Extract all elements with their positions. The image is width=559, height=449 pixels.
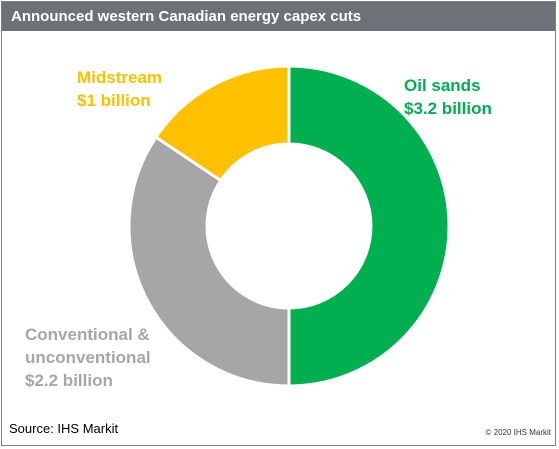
slice-midstream <box>153 64 291 183</box>
label-midstream-name: Midstream <box>77 68 163 87</box>
label-oil-sands-value: $3.2 billion <box>404 99 492 118</box>
label-conventional-name-line2: unconventional <box>25 348 151 367</box>
copyright-note: © 2020 IHS Markit <box>485 428 551 437</box>
label-conventional-name-line1: Conventional & <box>25 325 150 344</box>
slice-oil-sands <box>287 64 451 388</box>
label-midstream-value: $1 billion <box>77 91 151 110</box>
source-note: Source: IHS Markit <box>9 421 119 436</box>
chart-title: Announced western Canadian energy capex … <box>2 2 555 31</box>
label-conventional: Conventional & unconventional $2.2 billi… <box>25 323 151 392</box>
label-oil-sands: Oil sands $3.2 billion <box>404 74 492 120</box>
slice-conventional <box>127 135 291 388</box>
label-conventional-value: $2.2 billion <box>25 371 113 390</box>
label-midstream: Midstream $1 billion <box>77 66 162 112</box>
label-oil-sands-name: Oil sands <box>404 76 481 95</box>
